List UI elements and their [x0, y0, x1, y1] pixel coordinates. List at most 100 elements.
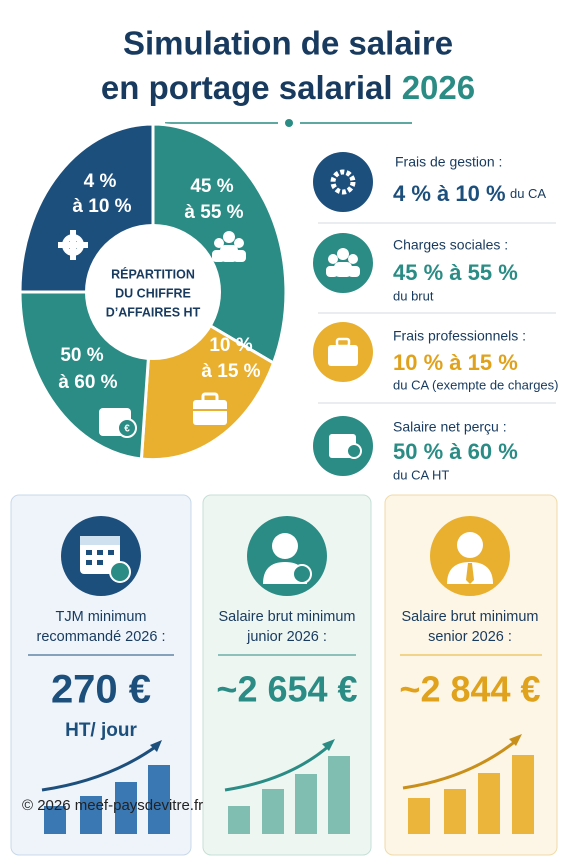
decoration: €	[124, 424, 130, 435]
title-year: 2026	[402, 69, 475, 106]
footer: © 2026 meef-paysdevitre.fr	[22, 797, 203, 814]
card-label: Salaire brut minimum	[402, 609, 539, 625]
decoration	[328, 756, 350, 834]
decoration	[402, 738, 518, 790]
card-label: TJM minimum	[55, 609, 146, 625]
decoration	[86, 560, 92, 565]
decoration: RÉPARTITION DU CHIFFRE D’AFFAIRES HT	[106, 266, 201, 319]
decoration	[86, 550, 92, 555]
card-value: 270 €	[51, 668, 151, 712]
center-label: RÉPARTITION	[111, 266, 195, 281]
segment-label: 4 %	[84, 171, 117, 192]
decoration	[148, 765, 170, 834]
decoration	[58, 242, 88, 248]
decoration	[466, 563, 474, 584]
decoration	[328, 254, 338, 264]
decoration	[193, 400, 227, 425]
pie-center	[85, 224, 221, 360]
item-note: du CA	[510, 186, 546, 201]
item-value: 10 % à 15 %	[393, 350, 518, 375]
decoration	[292, 564, 312, 584]
item-title: Salaire net perçu :	[393, 419, 507, 435]
decoration	[214, 238, 224, 248]
decoration	[228, 756, 350, 834]
decoration	[224, 743, 331, 792]
decoration	[97, 560, 103, 565]
decoration	[44, 806, 66, 834]
decoration	[233, 250, 246, 262]
decoration	[313, 152, 373, 212]
title: en portage salarial 2026	[101, 69, 475, 106]
decoration	[509, 734, 522, 746]
segment-label: à 15 %	[201, 361, 260, 382]
decoration	[212, 250, 225, 262]
decoration	[80, 796, 102, 834]
item-note: du brut	[393, 288, 434, 303]
decoration	[337, 248, 349, 260]
segment-label: à 10 %	[72, 196, 131, 217]
decoration	[115, 782, 137, 834]
item-title: Charges sociales :	[393, 237, 508, 253]
center-label: DU CHIFFRE	[115, 286, 191, 300]
decoration	[348, 254, 358, 264]
card: Salaire brut minimum junior 2026 : ~2 65…	[202, 494, 372, 856]
decoration	[328, 345, 358, 366]
decoration: 4 % à 10 % 45 % à 55 % 10 % à 15 % 50 % …	[58, 171, 260, 393]
decoration	[408, 755, 534, 834]
decoration	[326, 266, 338, 277]
decoration	[512, 755, 534, 834]
card: TJM minimum recommandé 2026 : 270 € HT/ …	[10, 494, 192, 856]
decoration	[335, 337, 351, 348]
decoration	[322, 739, 335, 751]
segment-label: 50 %	[60, 345, 103, 366]
decoration	[408, 798, 430, 834]
card-label: senior 2026 :	[428, 629, 512, 645]
decoration	[80, 536, 120, 545]
decoration	[97, 550, 103, 555]
segment-label: à 60 %	[58, 372, 117, 393]
decoration	[326, 248, 360, 277]
card: Salaire brut minimum senior 2026 : ~2 84…	[384, 494, 558, 856]
segment-label: à 55 %	[184, 202, 243, 223]
decoration	[334, 262, 352, 277]
item-title: Frais professionnels :	[393, 328, 526, 344]
card-value: ~2 654 €	[216, 669, 357, 710]
item-value: 45 % à 55 %	[393, 260, 518, 285]
title: Simulation de salaire	[123, 25, 453, 62]
decoration	[117, 418, 137, 438]
item-value: 50 % à 60 %	[393, 439, 518, 464]
decoration	[223, 231, 235, 243]
people-icon	[212, 231, 246, 262]
item-title: Frais de gestion :	[395, 154, 502, 170]
decoration	[346, 443, 362, 459]
card-unit: HT/ jour	[65, 720, 137, 741]
decoration	[478, 773, 500, 834]
item: Frais de gestion : 4 % à 10 % du CA	[313, 152, 556, 224]
segment-label: 45 %	[190, 176, 233, 197]
item: Charges sociales : 45 % à 55 % du brut	[313, 233, 556, 314]
decoration	[150, 740, 162, 752]
decoration	[330, 169, 356, 195]
item: Frais professionnels : 10 % à 15 % du CA…	[313, 322, 558, 404]
decoration	[348, 266, 360, 277]
decoration	[234, 238, 244, 248]
decoration	[10, 494, 192, 856]
gear-icon	[58, 230, 88, 260]
card-label: Salaire brut minimum	[219, 609, 356, 625]
item-note: du CA (exempte de charges)	[393, 377, 558, 392]
card-label: junior 2026 :	[246, 629, 327, 645]
decoration	[109, 561, 131, 583]
decoration	[457, 532, 483, 558]
decoration	[41, 743, 159, 792]
title-text: en portage salarial	[101, 69, 393, 106]
decoration	[108, 550, 114, 555]
item-note: du CA HT	[393, 467, 449, 482]
item: Salaire net perçu : 50 % à 60 % du CA HT	[313, 416, 518, 482]
card-label: recommandé 2026 :	[37, 629, 166, 645]
card-value: ~2 844 €	[399, 669, 540, 710]
decoration	[201, 392, 219, 404]
decoration	[228, 806, 250, 834]
item-value: 4 % à 10 % du CA	[393, 181, 546, 206]
